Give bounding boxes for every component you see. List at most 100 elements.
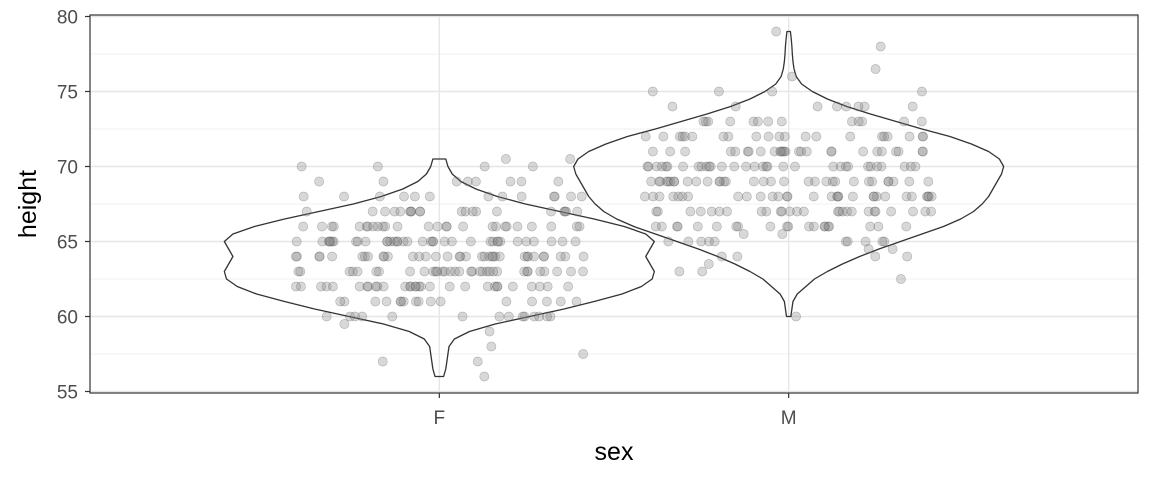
data-point-M <box>926 191 937 202</box>
data-point-F <box>484 326 495 337</box>
data-point-M <box>863 244 874 254</box>
data-point-F <box>472 356 483 367</box>
data-point-F <box>344 266 355 277</box>
data-point-M <box>842 236 853 247</box>
data-point-F <box>566 191 576 202</box>
data-point-F <box>578 266 588 277</box>
data-point-F <box>566 266 576 277</box>
x-tick-label: M <box>781 408 797 429</box>
data-point-M <box>723 131 734 142</box>
data-point-M <box>833 206 843 217</box>
data-point-M <box>853 101 864 112</box>
data-point-M <box>901 221 912 232</box>
data-point-M <box>902 251 913 262</box>
data-point-M <box>876 146 887 157</box>
data-point-M <box>682 176 693 187</box>
data-point-M <box>872 146 883 157</box>
data-point-M <box>674 131 685 142</box>
data-point-M <box>651 206 662 217</box>
data-point-M <box>828 161 839 172</box>
data-point-F <box>321 311 332 322</box>
data-point-M <box>907 101 918 112</box>
data-point-M <box>677 131 688 142</box>
data-point-M <box>773 191 784 202</box>
data-point-F <box>385 236 396 247</box>
data-point-M <box>755 146 766 157</box>
data-point-F <box>327 236 338 247</box>
data-point-M <box>663 176 674 187</box>
data-point-F <box>561 206 572 217</box>
data-point-M <box>775 206 786 217</box>
data-point-F <box>378 251 389 262</box>
data-point-F <box>479 161 490 172</box>
data-point-F <box>295 266 306 277</box>
data-point-F <box>314 176 325 187</box>
data-point-F <box>462 176 473 187</box>
data-point-F <box>503 311 514 322</box>
data-point-M <box>827 176 838 187</box>
data-point-F <box>389 206 400 217</box>
data-point-M <box>867 176 878 187</box>
data-point-F <box>488 266 499 277</box>
data-point-F <box>395 296 406 307</box>
data-point-F <box>439 236 450 247</box>
data-point-F <box>519 311 530 322</box>
data-point-M <box>801 146 812 157</box>
data-point-F <box>439 266 450 277</box>
data-point-M <box>792 206 802 217</box>
y-tick-label: 80 <box>57 8 78 29</box>
data-point-F <box>494 251 505 262</box>
data-point-F <box>442 251 453 262</box>
data-point-M <box>832 191 843 202</box>
data-point-M <box>877 236 888 247</box>
data-point-M <box>748 116 759 127</box>
data-point-M <box>674 266 685 277</box>
data-point-M <box>863 161 874 172</box>
data-point-F <box>512 236 523 247</box>
data-point-F <box>574 221 585 232</box>
data-point-F <box>378 281 389 292</box>
data-point-F <box>327 251 338 262</box>
data-point-M <box>701 161 712 172</box>
data-point-F <box>410 281 421 292</box>
data-point-F <box>351 236 361 247</box>
data-point-M <box>846 206 857 217</box>
data-point-F <box>428 266 439 277</box>
data-point-F <box>415 206 426 217</box>
data-point-F <box>392 221 403 232</box>
data-point-M <box>804 221 814 232</box>
data-point-M <box>886 206 897 217</box>
data-point-M <box>714 206 725 217</box>
data-point-M <box>847 116 857 127</box>
data-point-F <box>426 236 436 247</box>
data-point-F <box>361 221 372 232</box>
data-point-F <box>505 176 516 187</box>
data-point-M <box>880 191 891 202</box>
data-point-M <box>923 176 934 187</box>
data-point-M <box>643 161 654 172</box>
data-point-F <box>451 176 462 187</box>
data-point-M <box>765 221 776 232</box>
data-point-F <box>460 251 471 262</box>
data-point-M <box>882 131 893 142</box>
data-point-F <box>435 296 446 307</box>
data-point-M <box>870 251 881 262</box>
data-point-M <box>791 311 801 322</box>
data-point-M <box>779 176 789 187</box>
data-point-M <box>652 206 663 217</box>
data-point-M <box>917 146 928 157</box>
data-point-M <box>820 221 830 232</box>
data-point-F <box>293 266 304 277</box>
data-point-F <box>327 221 337 232</box>
data-point-M <box>841 101 852 112</box>
data-point-F <box>317 236 328 247</box>
data-point-F <box>291 281 301 292</box>
data-point-F <box>444 281 455 292</box>
data-point-M <box>677 191 688 202</box>
data-point-M <box>826 146 837 157</box>
data-point-F <box>538 251 549 262</box>
data-point-F <box>387 311 398 322</box>
data-point-M <box>842 206 852 217</box>
data-point-F <box>526 281 537 292</box>
data-point-F <box>419 266 430 277</box>
